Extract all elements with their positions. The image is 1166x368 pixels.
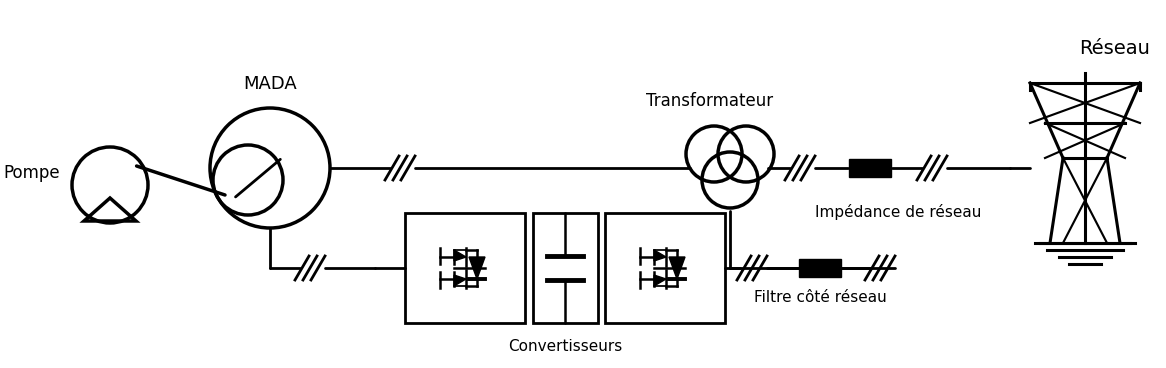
Text: Réseau: Réseau	[1080, 39, 1151, 58]
Bar	[533, 213, 597, 323]
Polygon shape	[669, 257, 684, 279]
Text: MADA: MADA	[244, 75, 297, 93]
Polygon shape	[454, 275, 466, 286]
Text: Impédance de réseau: Impédance de réseau	[815, 204, 982, 220]
Polygon shape	[654, 275, 666, 286]
Text: Convertisseurs: Convertisseurs	[508, 339, 623, 354]
Bar	[799, 259, 841, 277]
Bar	[405, 213, 525, 323]
Polygon shape	[454, 250, 466, 261]
Text: Pompe: Pompe	[3, 164, 59, 182]
Text: Transformateur: Transformateur	[646, 92, 773, 110]
Polygon shape	[469, 257, 485, 279]
Bar	[605, 213, 725, 323]
Text: Filtre côté réseau: Filtre côté réseau	[753, 290, 886, 305]
Bar	[849, 159, 891, 177]
Polygon shape	[654, 250, 666, 261]
